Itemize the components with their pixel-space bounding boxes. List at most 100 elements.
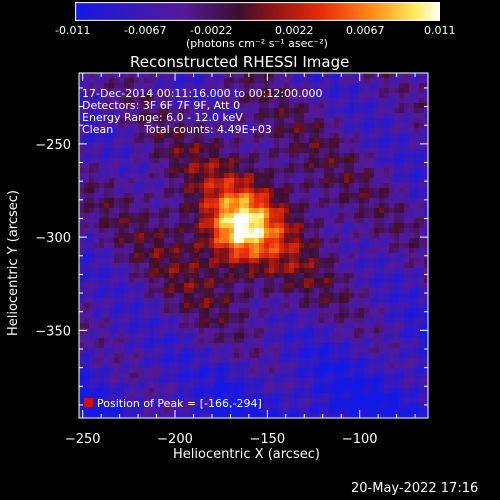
heatmap-cell [249,223,254,228]
heatmap-cell [264,358,269,363]
heatmap-cell [349,358,354,363]
heatmap-cell [369,108,374,113]
heatmap-cell [99,218,104,223]
heatmap-cell [389,333,394,338]
heatmap-cell [309,238,314,243]
heatmap-cell [184,378,189,383]
heatmap-cell [234,83,239,88]
heatmap-cell [289,258,294,263]
heatmap-cell [224,238,229,243]
heatmap-cell [79,143,84,148]
heatmap-cell [249,268,254,273]
heatmap-cell [259,238,264,243]
heatmap-cell [89,218,94,223]
heatmap-cell [84,78,89,83]
heatmap-cell [254,373,259,378]
heatmap-cell [354,178,359,183]
heatmap-cell [379,348,384,353]
heatmap-cell [109,198,114,203]
heatmap-cell [109,78,114,83]
heatmap-cell [204,178,209,183]
heatmap-cell [114,388,119,393]
heatmap-cell [399,88,404,93]
heatmap-cell [384,363,389,368]
heatmap-cell [374,123,379,128]
heatmap-cell [249,333,254,338]
heatmap-cell [419,273,424,278]
heatmap-cell [259,183,264,188]
heatmap-cell [269,158,274,163]
heatmap-cell [139,193,144,198]
heatmap-cell [349,318,354,323]
heatmap-cell [389,313,394,318]
heatmap-cell [79,358,84,363]
heatmap-cell [179,238,184,243]
heatmap-cell [344,278,349,283]
heatmap-cell [254,338,259,343]
heatmap-cell [174,143,179,148]
heatmap-cell [374,98,379,103]
heatmap-cell [409,88,414,93]
heatmap-cell [104,73,109,78]
heatmap-cell [104,118,109,123]
heatmap-cell [349,393,354,398]
heatmap-cell [184,383,189,388]
heatmap-cell [164,228,169,233]
heatmap-cell [259,128,264,133]
heatmap-cell [419,268,424,273]
heatmap-cell [344,348,349,353]
heatmap-cell [169,153,174,158]
heatmap-cell [254,243,259,248]
heatmap-cell [169,393,174,398]
heatmap-cell [349,333,354,338]
heatmap-cell [394,383,399,388]
heatmap-cell [184,258,189,263]
heatmap-cell [244,173,249,178]
heatmap-cell [204,123,209,128]
heatmap-cell [194,288,199,293]
heatmap-cell [419,408,424,413]
heatmap-cell [119,123,124,128]
heatmap-cell [329,343,334,348]
heatmap-cell [189,348,194,353]
heatmap-cell [189,153,194,158]
heatmap-cell [104,303,109,308]
heatmap-cell [284,238,289,243]
heatmap-cell [329,103,334,108]
heatmap-cell [179,78,184,83]
heatmap-cell [174,123,179,128]
heatmap-cell [289,278,294,283]
heatmap-cell [379,248,384,253]
heatmap-cell [124,238,129,243]
heatmap-cell [119,348,124,353]
heatmap-cell [389,373,394,378]
heatmap-cell [204,233,209,238]
heatmap-cell [149,208,154,213]
heatmap-cell [104,133,109,138]
heatmap-cell [264,388,269,393]
heatmap-cell [139,318,144,323]
heatmap-cell [419,243,424,248]
heatmap-cell [89,258,94,263]
heatmap-cell [194,358,199,363]
heatmap-cell [209,78,214,83]
heatmap-cell [359,93,364,98]
heatmap-cell [269,73,274,78]
heatmap-cell [89,198,94,203]
heatmap-cell [334,343,339,348]
heatmap-cell [84,73,89,78]
heatmap-cell [389,393,394,398]
heatmap-cell [329,303,334,308]
heatmap-cell [199,163,204,168]
heatmap-cell [109,163,114,168]
heatmap-cell [124,113,129,118]
heatmap-cell [304,403,309,408]
heatmap-cell [289,153,294,158]
heatmap-cell [304,173,309,178]
heatmap-cell [224,163,229,168]
heatmap-cell [139,303,144,308]
heatmap-cell [174,208,179,213]
heatmap-cell [384,303,389,308]
heatmap-cell [424,178,428,183]
heatmap-cell [369,218,374,223]
